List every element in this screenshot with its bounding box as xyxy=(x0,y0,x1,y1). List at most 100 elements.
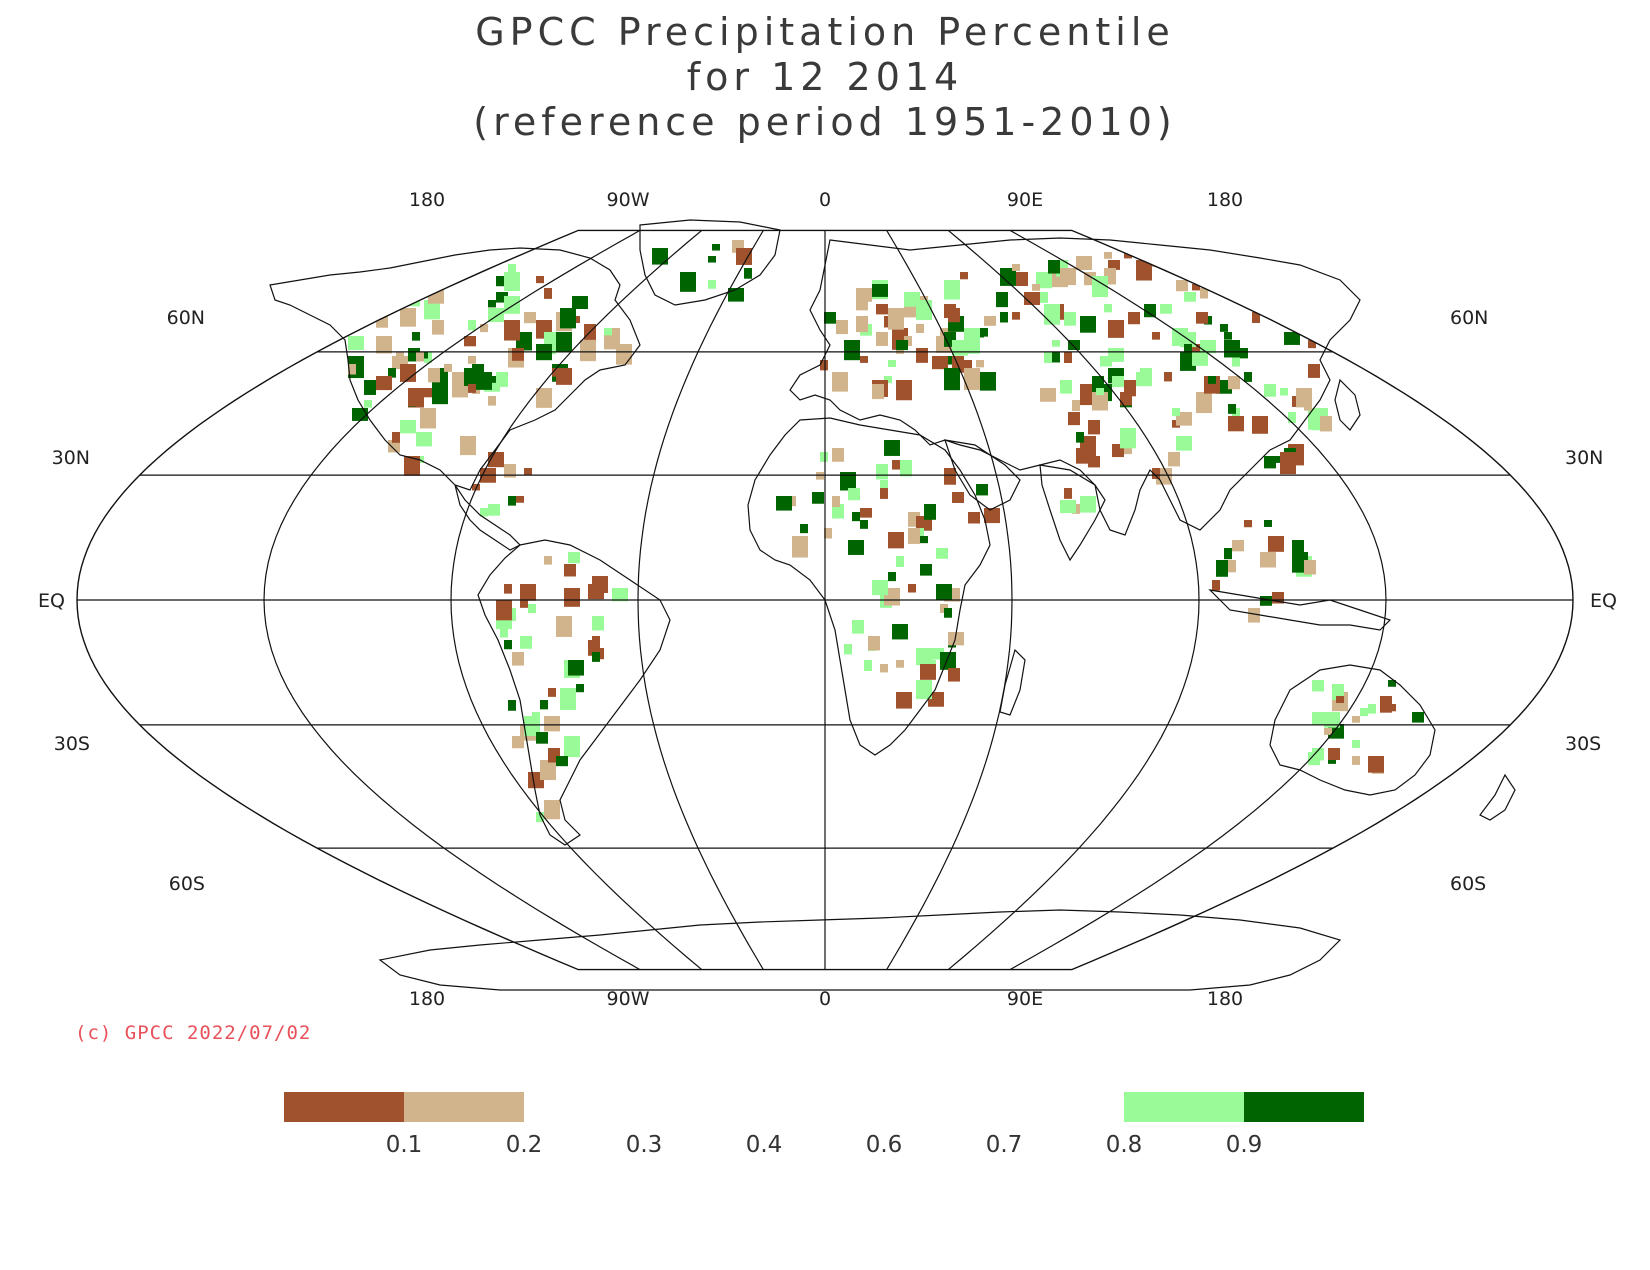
title-line-2: for 12 2014 xyxy=(686,55,964,99)
percentile-cell xyxy=(884,376,892,384)
percentile-cell xyxy=(1044,352,1052,364)
percentile-cell xyxy=(968,512,980,524)
percentile-cell xyxy=(1060,380,1072,394)
percentile-cell xyxy=(424,272,432,281)
percentile-cell xyxy=(1220,324,1228,332)
percentile-cell xyxy=(1264,520,1272,527)
coast-indonesia xyxy=(1208,589,1392,631)
percentile-cell xyxy=(1128,312,1140,325)
percentile-cell xyxy=(920,536,928,544)
percentile-cell xyxy=(924,504,936,520)
percentile-cell xyxy=(1252,312,1260,323)
percentile-cell xyxy=(1320,416,1332,432)
percentile-cell xyxy=(1096,388,1104,396)
legend-tick-0.6: 0.6 xyxy=(865,1132,903,1158)
percentile-cell xyxy=(500,628,508,638)
percentile-cell xyxy=(792,536,808,558)
percentile-cell xyxy=(376,376,392,391)
percentile-cell xyxy=(496,372,508,387)
percentile-cell xyxy=(944,280,960,300)
percentile-cell xyxy=(944,608,952,618)
percentile-cell xyxy=(1352,756,1360,765)
percentile-cell xyxy=(432,320,444,335)
percentile-cell xyxy=(832,504,844,519)
percentile-cell xyxy=(800,524,808,534)
percentile-cell xyxy=(1052,352,1060,363)
coast-antarctica xyxy=(378,909,1342,991)
percentile-cell xyxy=(432,384,448,405)
percentile-cell xyxy=(916,300,932,321)
percentile-cell xyxy=(744,268,752,279)
percentile-cell xyxy=(1168,452,1180,467)
percentile-cell xyxy=(708,256,716,263)
percentile-cell xyxy=(980,328,988,337)
percentile-cell xyxy=(848,488,860,501)
percentile-cell xyxy=(420,408,436,429)
percentile-cell xyxy=(504,640,512,650)
percentile-cell xyxy=(1196,392,1212,414)
percentile-cell xyxy=(452,384,468,398)
percentile-cell xyxy=(1184,344,1192,353)
percentile-cell xyxy=(396,352,404,359)
percentile-cell xyxy=(1124,380,1136,397)
percentile-cell xyxy=(1324,728,1332,735)
percentile-cell xyxy=(940,652,956,670)
percentile-cell xyxy=(544,716,560,732)
percentile-cell xyxy=(1124,444,1132,455)
percentile-cell xyxy=(892,460,900,470)
percentile-cell xyxy=(908,584,916,593)
percentile-cell xyxy=(860,356,868,363)
percentile-cell xyxy=(1244,268,1260,287)
percentile-cell xyxy=(948,632,964,646)
percentile-cell xyxy=(412,332,420,341)
percentile-cell xyxy=(556,616,572,637)
percentile-cell xyxy=(536,732,548,744)
percentile-cells xyxy=(348,240,1516,823)
percentile-cell xyxy=(516,496,524,503)
percentile-cell xyxy=(524,312,536,324)
percentile-cell xyxy=(364,380,376,395)
percentile-cell xyxy=(908,528,920,544)
percentile-cell xyxy=(1048,260,1060,274)
percentile-cell xyxy=(616,344,632,365)
percentile-cell xyxy=(1068,340,1080,351)
percentile-cell xyxy=(400,308,416,327)
percentile-cell xyxy=(1336,696,1344,703)
percentile-cell xyxy=(416,352,424,362)
percentile-cell xyxy=(736,248,752,265)
meridian-line xyxy=(947,229,1200,971)
percentile-cell xyxy=(916,324,924,333)
percentile-cell xyxy=(512,348,524,361)
percentile-cell xyxy=(1112,376,1124,388)
percentile-cell xyxy=(824,312,836,324)
percentile-cell xyxy=(1232,540,1244,552)
percentile-cell xyxy=(408,292,420,307)
percentile-cell xyxy=(1312,748,1324,761)
percentile-cell xyxy=(1108,320,1124,338)
percentile-cell xyxy=(564,564,576,577)
percentile-cell xyxy=(504,272,520,292)
percentile-cell xyxy=(1208,376,1216,384)
percentile-cell xyxy=(1040,292,1048,303)
percentile-cell xyxy=(1248,608,1260,623)
percentile-cell xyxy=(544,556,552,565)
percentile-cell xyxy=(536,276,544,284)
percentile-cell xyxy=(856,288,872,302)
title-line-1: GPCC Precipitation Percentile xyxy=(475,10,1175,54)
percentile-cell xyxy=(1228,404,1236,414)
percentile-cell xyxy=(860,520,868,529)
percentile-cell xyxy=(364,400,372,408)
percentile-cell xyxy=(536,812,544,823)
percentile-cell xyxy=(916,648,932,666)
percentile-cell xyxy=(840,472,856,491)
percentile-cell xyxy=(572,296,588,309)
coast-japan xyxy=(1334,378,1361,431)
percentile-cell xyxy=(1196,312,1208,324)
percentile-cell xyxy=(1032,284,1040,291)
percentile-cell xyxy=(868,636,880,651)
percentile-cell xyxy=(424,388,432,398)
percentile-cell xyxy=(1324,712,1340,728)
percentile-cell xyxy=(488,452,504,468)
percentile-cell xyxy=(1288,412,1296,424)
